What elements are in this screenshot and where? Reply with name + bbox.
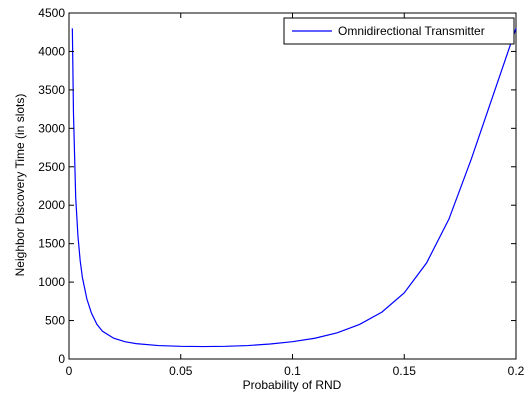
y-tick-label: 2000 [38, 198, 65, 212]
y-tick-label: 4500 [38, 6, 65, 20]
y-tick-label: 3000 [38, 121, 65, 135]
x-tick-label: 0.2 [508, 364, 525, 378]
x-axis-label: Probability of RND [243, 378, 342, 392]
y-tick-label: 2500 [38, 160, 65, 174]
plot-area [68, 12, 517, 360]
y-tick-label: 500 [45, 314, 65, 328]
y-axis-label: Neighbor Discovery Time (in slots) [13, 94, 27, 277]
plot-frame [68, 12, 517, 360]
x-tick-label: 0.05 [169, 364, 193, 378]
x-tick-label: 0 [66, 364, 73, 378]
x-tick-label: 0.1 [284, 364, 301, 378]
y-tick-label: 1000 [38, 275, 65, 289]
x-tick-label: 0.15 [393, 364, 417, 378]
y-tick-label: 3500 [38, 83, 65, 97]
legend-label-series-1: Omnidirectional Transmitter [338, 24, 485, 38]
y-axis-ticks: 0 500 1000 1500 2000 2500 3000 3500 4000 4500 [38, 6, 516, 366]
legend: Omnidirectional Transmitter [283, 17, 515, 45]
x-axis-ticks: 0 0.05 0.1 0.15 0.2 [66, 13, 525, 378]
y-tick-label: 4000 [38, 44, 65, 58]
y-tick-label: 1500 [38, 237, 65, 251]
y-tick-label: 0 [58, 352, 65, 366]
series-line-1 [71, 28, 517, 348]
